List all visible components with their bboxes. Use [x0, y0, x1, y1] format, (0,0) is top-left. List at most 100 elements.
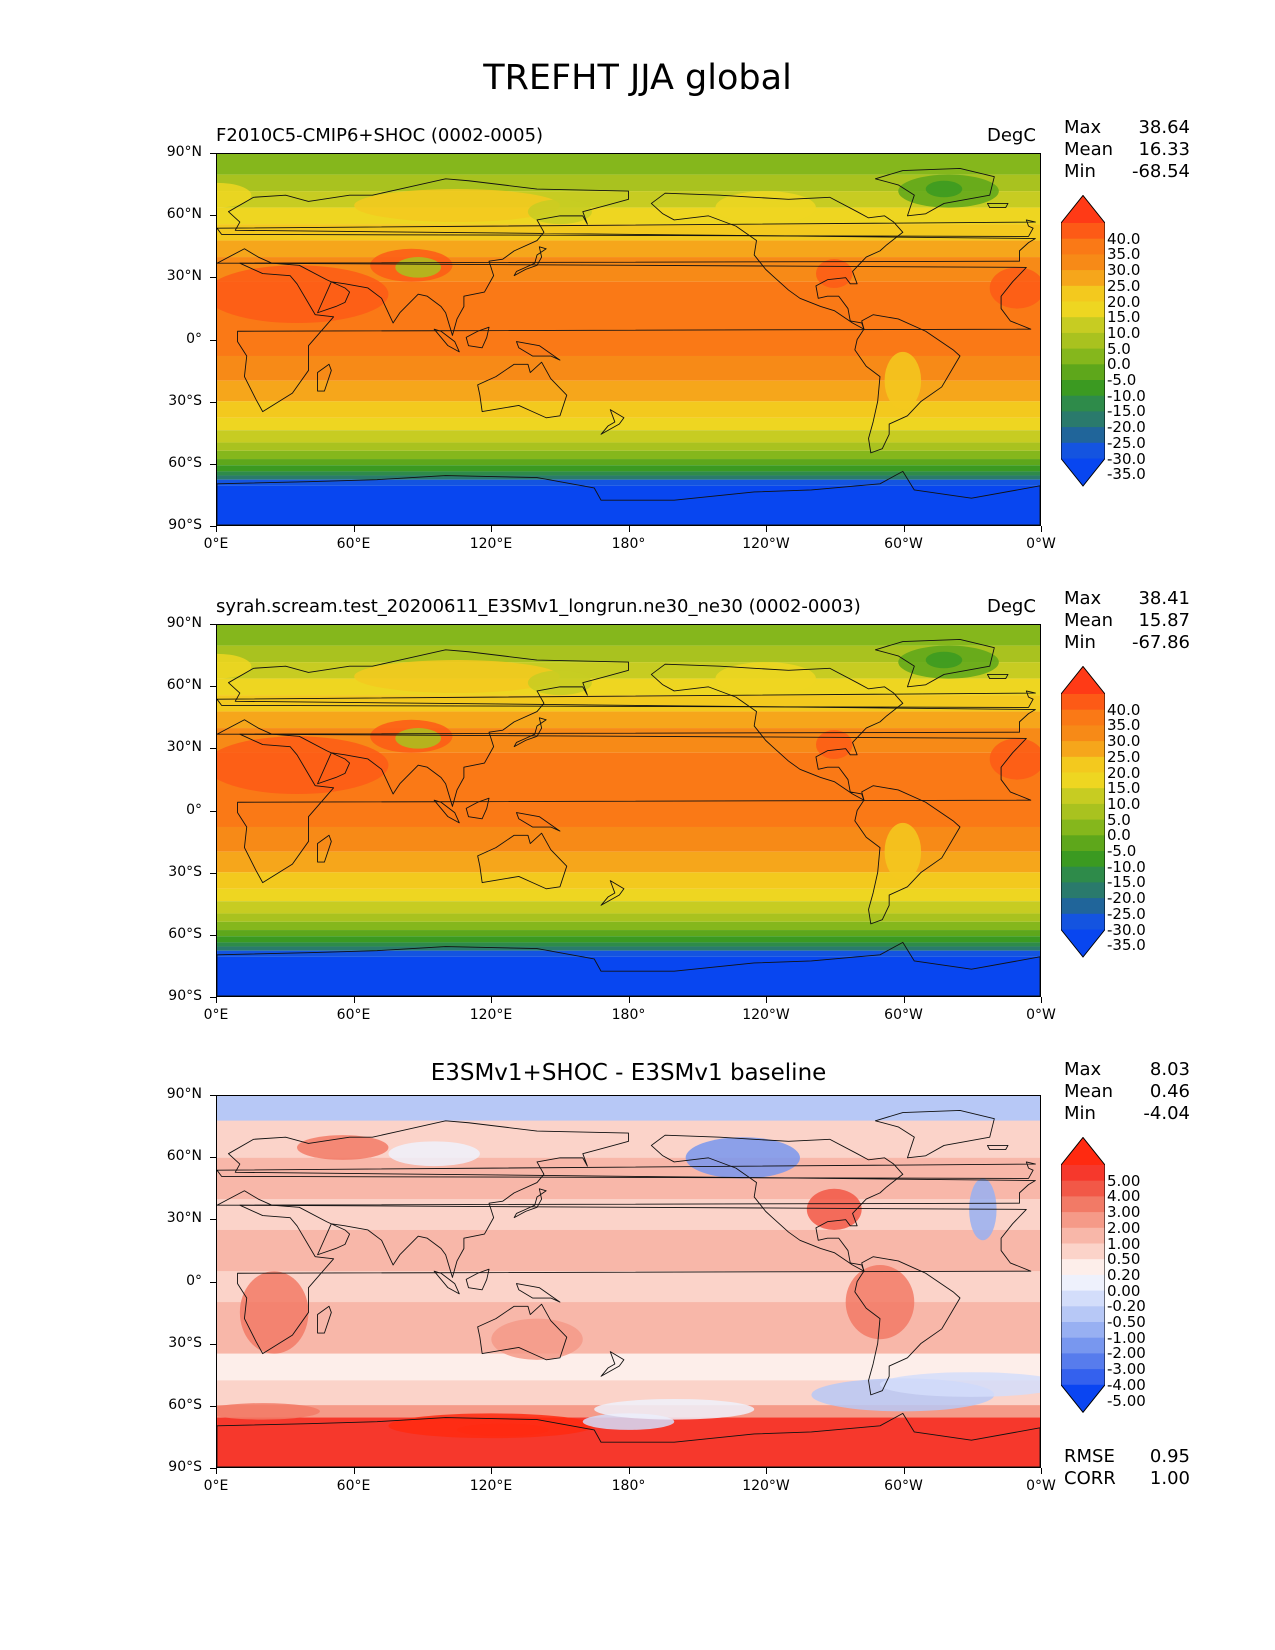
- lat-tick-mark: [210, 463, 216, 465]
- lon-tick-mark: [628, 526, 630, 532]
- lon-tick-label: 60°W: [884, 536, 923, 552]
- coastline-japan: [513, 717, 547, 748]
- temperature-band: [217, 401, 1040, 418]
- lon-tick-label: 180°: [611, 1007, 646, 1023]
- colorbar-segment: [1061, 395, 1105, 412]
- coastline-borneo: [465, 1268, 490, 1291]
- lon-tick-mark: [1041, 526, 1042, 532]
- colorbar-segment: [1061, 741, 1105, 758]
- colorbar-segment: [1061, 819, 1105, 836]
- colorbar: [1061, 195, 1105, 487]
- lat-tick-mark: [210, 153, 216, 154]
- lat-tick-mark: [210, 872, 216, 874]
- coastline-iceland: [986, 202, 1009, 209]
- colorbar-extend-max: [1061, 666, 1105, 694]
- coastline-borneo: [465, 797, 490, 820]
- colorbar-label: 15.0: [1107, 779, 1141, 798]
- temperature-band: [217, 430, 1040, 443]
- lat-tick-mark: [210, 624, 216, 625]
- colorbar-label: -25.0: [1107, 904, 1146, 923]
- temperature-map: [216, 153, 1041, 526]
- temperature-anomaly-region: [925, 651, 963, 669]
- colorbar-label: 0.0: [1107, 355, 1131, 374]
- difference-region: [491, 1318, 583, 1360]
- lat-tick-mark: [210, 748, 216, 750]
- difference-region: [845, 1265, 915, 1340]
- colorbar-segment: [1061, 1180, 1105, 1197]
- temperature-band: [217, 485, 1040, 525]
- temperature-band: [217, 475, 1040, 480]
- lon-tick-mark: [353, 1468, 355, 1474]
- coastline-antarctica: [217, 1412, 1040, 1467]
- lon-tick-mark: [353, 526, 355, 532]
- coastline-borneo: [465, 326, 490, 349]
- coastline-iceland: [986, 1144, 1009, 1151]
- lon-tick-label: 120°E: [469, 536, 513, 552]
- temperature-band: [217, 625, 1040, 646]
- colorbar-label: 25.0: [1107, 747, 1141, 766]
- lat-tick-mark: [210, 1405, 216, 1407]
- lat-tick-mark: [210, 526, 216, 527]
- coastline-north-america: [650, 192, 904, 330]
- colorbar-segment: [1061, 756, 1105, 773]
- temperature-anomaly-region: [354, 189, 560, 223]
- lon-tick-mark: [491, 526, 492, 532]
- lon-tick-label: 0°W: [1026, 1478, 1056, 1494]
- temperature-band: [217, 479, 1040, 486]
- lat-tick-label: 60°S: [168, 1396, 202, 1413]
- colorbar-label: -0.20: [1107, 1297, 1146, 1316]
- colorbar-segment: [1061, 1196, 1105, 1213]
- lon-tick-mark: [1041, 1468, 1042, 1474]
- lat-tick-mark: [210, 277, 216, 279]
- lat-tick-mark: [210, 1095, 216, 1096]
- colorbar-label: 35.0: [1107, 245, 1141, 264]
- lon-tick-label: 0°W: [1026, 1007, 1056, 1023]
- colorbar-outline: [1061, 195, 1105, 487]
- coastline-australia: [477, 832, 568, 890]
- colorbar-label: 5.0: [1107, 339, 1131, 358]
- colorbar-segment: [1061, 442, 1105, 459]
- colorbar-extend-min: [1061, 929, 1105, 958]
- lat-tick-mark: [210, 1219, 216, 1221]
- lon-tick-mark: [903, 1468, 905, 1474]
- lon-tick-label: 120°W: [742, 1478, 790, 1494]
- colorbar-segment: [1061, 913, 1105, 930]
- coastline-sumatra: [433, 799, 460, 824]
- coastline-antarctica: [217, 470, 1040, 525]
- lat-tick-mark: [210, 1468, 216, 1469]
- colorbar-segment: [1061, 898, 1105, 915]
- colorbar-extend-max: [1061, 195, 1105, 223]
- lat-tick-label: 60°N: [166, 1148, 202, 1165]
- colorbar-segment: [1061, 1259, 1105, 1276]
- difference-band: [217, 1271, 1040, 1303]
- lat-tick-mark: [210, 810, 216, 812]
- colorbar-label: 5.0: [1107, 810, 1131, 829]
- temperature-anomaly-region: [395, 728, 442, 749]
- coastline-iceland: [986, 673, 1009, 680]
- colorbar-outline: [1061, 666, 1105, 958]
- lon-tick-label: 60°W: [884, 1478, 923, 1494]
- lon-tick-mark: [766, 526, 767, 532]
- temperature-band: [217, 936, 1040, 943]
- coastline-antarctica: [217, 941, 1040, 996]
- colorbar-label: 1.00: [1107, 1234, 1141, 1253]
- colorbar-label: 5.00: [1107, 1171, 1141, 1190]
- lon-tick-mark: [491, 1468, 492, 1474]
- lat-tick-label: 30°S: [168, 863, 202, 880]
- colorbar-segment: [1061, 835, 1105, 852]
- difference-region: [297, 1135, 389, 1160]
- colorbar-label: 20.0: [1107, 292, 1141, 311]
- coastline-new-zealand: [600, 409, 625, 435]
- lat-tick-mark: [210, 1157, 216, 1159]
- colorbar-label: -1.00: [1107, 1328, 1146, 1347]
- colorbar-label: 30.0: [1107, 732, 1141, 751]
- colorbar-segment: [1061, 285, 1105, 302]
- temperature-anomaly-region: [527, 199, 592, 225]
- colorbar-extend-min: [1061, 1384, 1105, 1413]
- lon-tick-label: 60°W: [884, 1007, 923, 1023]
- lon-tick-label: 60°E: [336, 1007, 371, 1023]
- temperature-band: [217, 442, 1040, 451]
- difference-region: [239, 1271, 309, 1354]
- coastline-south-america: [854, 314, 961, 454]
- colorbar-label: 40.0: [1107, 700, 1141, 719]
